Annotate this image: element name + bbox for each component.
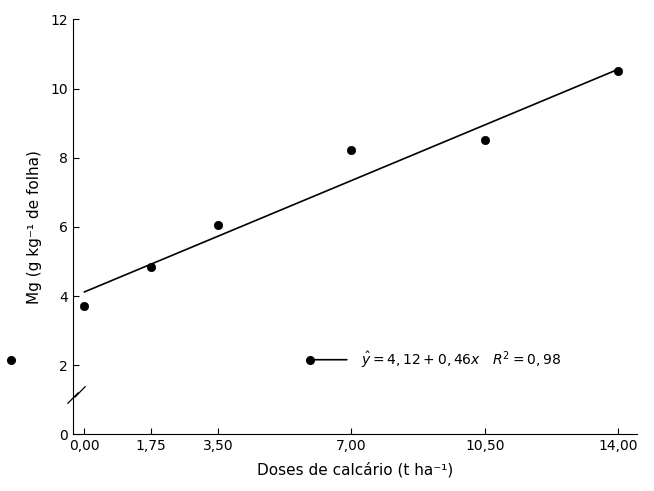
Point xyxy=(213,221,223,229)
Point xyxy=(479,136,490,144)
Point xyxy=(146,263,156,271)
X-axis label: Doses de calcário (t ha⁻¹): Doses de calcário (t ha⁻¹) xyxy=(257,462,453,477)
Y-axis label: Mg (g kg⁻¹ de folha): Mg (g kg⁻¹ de folha) xyxy=(27,150,42,304)
Text: $\hat{y}=4,12+0,46x$   $R^{2}=0,98$: $\hat{y}=4,12+0,46x$ $R^{2}=0,98$ xyxy=(361,349,561,370)
Point xyxy=(79,302,90,310)
Point xyxy=(613,67,624,75)
Point xyxy=(346,146,356,154)
